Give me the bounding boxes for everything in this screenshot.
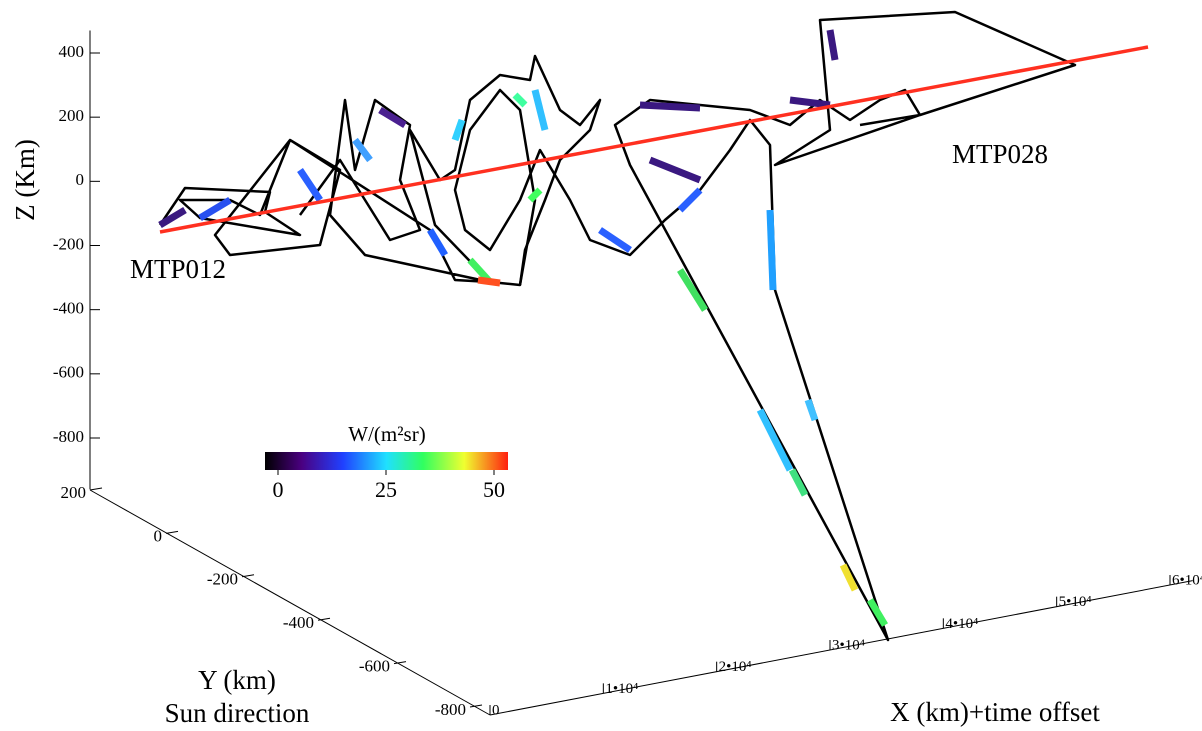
- y-tick: [165, 530, 179, 534]
- x-axis: [489, 580, 1193, 716]
- y-tick: [317, 617, 331, 621]
- color-segment: [426, 228, 449, 257]
- y-tick: [393, 661, 407, 665]
- y-tick-label: -400: [283, 613, 314, 632]
- color-segment: [788, 468, 809, 497]
- z-tick-label: 400: [59, 42, 85, 61]
- trajectory-colors: [158, 29, 889, 627]
- color-segment: [512, 92, 528, 108]
- y-tick-label: -800: [435, 700, 466, 719]
- color-segment: [527, 187, 543, 203]
- color-segment: [531, 89, 549, 131]
- color-segment: [677, 268, 708, 312]
- color-segment: [866, 598, 889, 627]
- color-segment: [804, 398, 819, 422]
- colorbar-tick-label: 25: [375, 477, 397, 502]
- y-axis-title: Y (km): [198, 665, 276, 695]
- z-tick-label: 200: [59, 106, 85, 125]
- x-tick-label: 6•10⁴: [1172, 572, 1202, 588]
- sun-direction-line: [159, 45, 1149, 234]
- x-tick-label: 5•10⁴: [1059, 594, 1092, 610]
- color-segment: [677, 187, 703, 213]
- z-tick-label: -400: [53, 299, 84, 318]
- x-tick-label: 3•10⁴: [832, 637, 865, 653]
- color-segment: [598, 227, 632, 253]
- z-tick-label: -800: [53, 427, 84, 446]
- annotation: MTP028: [952, 139, 1048, 169]
- colorbar-title: W/(m²sr): [348, 422, 425, 446]
- colorbar: [265, 452, 508, 470]
- y-tick-label: -200: [207, 570, 238, 589]
- color-segment: [766, 209, 777, 291]
- trajectory-mtp012-b: [408, 54, 602, 287]
- colorbar-tick-label: 0: [273, 477, 284, 502]
- color-segment: [451, 118, 466, 142]
- color-segment: [378, 106, 407, 129]
- z-tick-label: 0: [76, 170, 85, 189]
- trajectory-mtp028: [453, 10, 1077, 642]
- z-axis-title: Z (Km): [10, 139, 40, 221]
- color-segment: [839, 563, 859, 592]
- z-tick-label: -200: [53, 234, 84, 253]
- y-tick: [89, 487, 103, 491]
- annotation: MTP012: [130, 254, 226, 284]
- x-tick-label: 2•10⁴: [719, 659, 752, 675]
- color-segment: [639, 101, 701, 112]
- color-segment: [826, 29, 839, 61]
- x-tick-label: 4•10⁴: [945, 616, 978, 632]
- color-segment: [756, 408, 794, 472]
- colorbar-tick-label: 50: [483, 477, 505, 502]
- color-segment: [158, 206, 187, 229]
- y-tick-label: -600: [359, 657, 390, 676]
- color-segment: [198, 196, 232, 222]
- x-tick-label: 1•10⁴: [605, 681, 638, 697]
- color-segment: [297, 168, 323, 202]
- trajectory-mtp012: [158, 98, 492, 284]
- y-tick: [241, 574, 255, 578]
- color-segment: [477, 276, 501, 287]
- y-axis: [89, 489, 491, 716]
- x-axis-title: X (km)+time offset: [890, 697, 1100, 727]
- y-axis-note: Sun direction: [165, 698, 310, 728]
- color-segment: [789, 96, 831, 109]
- color-segment: [648, 156, 702, 184]
- z-tick-label: -600: [53, 363, 84, 382]
- trajectories: [158, 10, 1077, 642]
- color-segment: [352, 137, 373, 163]
- x-tick-label: 0: [492, 702, 500, 718]
- y-tick: [469, 704, 483, 708]
- y-tick-label: 200: [61, 483, 87, 502]
- y-tick-label: 0: [154, 526, 163, 545]
